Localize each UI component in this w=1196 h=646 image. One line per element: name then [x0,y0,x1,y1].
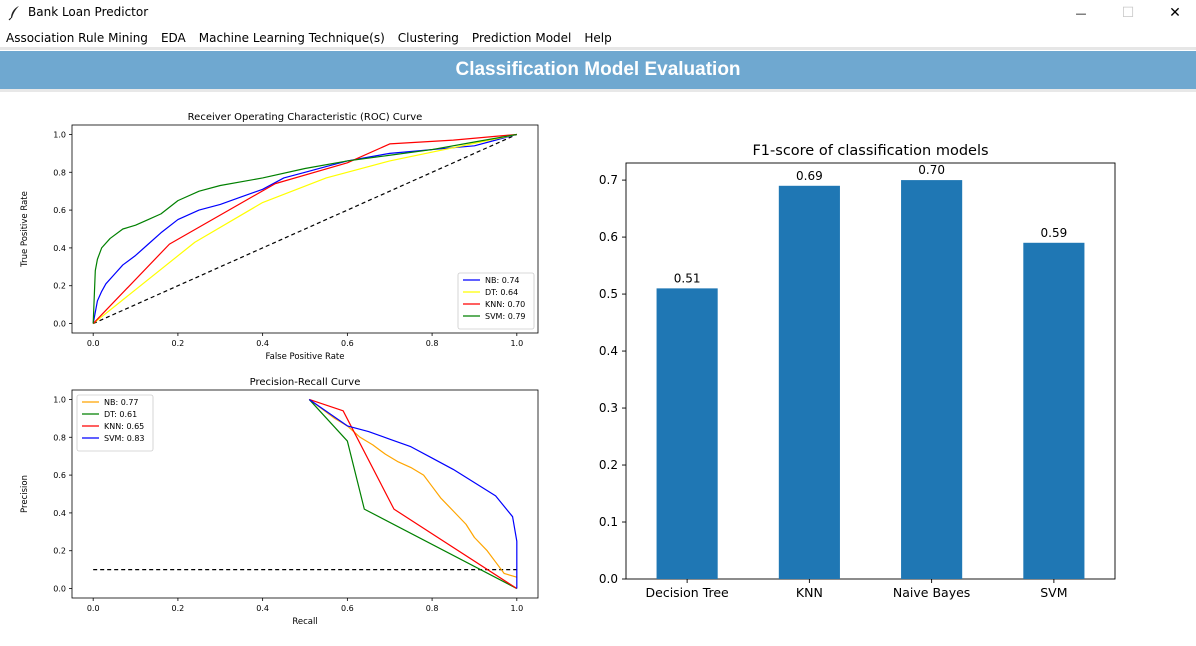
x-tick-label-2: Naive Bayes [893,585,970,600]
x-axis-label: Recall [292,617,317,627]
x-tick-label: 1.0 [510,339,523,348]
x-tick-label: 0.2 [172,339,185,348]
y-tick-label: 0.3 [599,401,618,415]
y-axis-label: True Positive Rate [20,191,30,268]
legend-label-3: SVM: 0.79 [485,312,526,321]
y-tick-label: 0.1 [599,515,618,529]
legend-label-0: NB: 0.74 [485,276,520,285]
window-title: Bank Loan Predictor [28,5,149,19]
menu-machine-learning-techniques[interactable]: Machine Learning Technique(s) [198,31,385,45]
legend-label-0: NB: 0.77 [104,398,139,407]
x-tick-label-3: SVM [1040,585,1067,600]
y-tick-label: 0.4 [53,244,66,253]
menu-bar: Association Rule Mining EDA Machine Lear… [0,28,1196,48]
page-title: Classification Model Evaluation [455,59,741,80]
x-tick-label: 0.2 [172,604,185,613]
y-tick-label: 0.2 [53,547,66,556]
series-line-0 [308,398,517,578]
series-line-3 [308,398,518,589]
y-tick-label: 0.0 [53,585,66,594]
chart-title: F1-score of classification models [752,143,988,159]
legend-label-3: SVM: 0.83 [104,434,145,443]
series-line-2 [92,133,517,324]
y-tick-label: 0.0 [53,320,66,329]
x-tick-label: 0.4 [256,604,269,613]
y-tick-label: 0.6 [53,206,66,215]
close-icon: ✕ [1169,5,1181,21]
legend-label-2: KNN: 0.65 [104,422,144,431]
x-tick-label: 0.0 [87,604,100,613]
title-bar: Bank Loan Predictor — ☐ ✕ [0,0,1196,26]
precision-recall-chart: Precision-Recall Curve 0.0 0.2 0.4 0.6 0.8 1.0… [20,377,539,627]
menu-separator [0,47,1196,50]
reference-line [92,133,518,325]
plot-frame [625,162,1116,580]
y-tick-label: 0.6 [53,471,66,480]
maximize-icon: ☐ [1121,5,1135,21]
series-line-3 [92,133,517,324]
close-button[interactable]: ✕ [1152,0,1196,26]
x-tick-label: 0.6 [341,604,354,613]
chart-title: Precision-Recall Curve [250,377,361,388]
banner-divider [0,89,1196,92]
minimize-button[interactable]: — [1058,0,1104,26]
x-tick-label: 0.8 [426,604,439,613]
series-line-1 [308,399,518,590]
f1-score-bar-chart: F1-score of classification models 0.0 0.1 0… [599,143,1116,600]
page-banner: Classification Model Evaluation [0,51,1196,89]
bar-1 [778,185,840,579]
bar-3 [1023,242,1085,579]
series-line-1 [92,133,517,325]
legend-label-2: KNN: 0.70 [485,300,525,309]
legend-label-1: DT: 0.61 [104,410,137,419]
menu-clustering[interactable]: Clustering [397,31,459,45]
legend-box [457,272,535,330]
plot-frame [71,389,539,599]
legend-box [76,394,154,452]
x-tick-label: 0.4 [256,339,269,348]
bar-value-label-1: 0.69 [796,169,823,183]
bar-value-label-2: 0.70 [918,163,945,177]
bar-value-label-3: 0.59 [1041,226,1068,240]
series-line-2 [309,398,518,590]
bar-value-label-0: 0.51 [674,271,701,285]
y-tick-label: 0.8 [53,168,66,177]
menu-prediction-model[interactable]: Prediction Model [471,31,572,45]
y-tick-label: 1.0 [53,395,66,404]
y-tick-label: 0.7 [599,173,618,187]
y-axis-label: Precision [20,475,30,513]
y-tick-label: 1.0 [53,130,66,139]
x-tick-label-0: Decision Tree [646,585,730,600]
y-tick-label: 0.2 [53,282,66,291]
y-tick-label: 0.5 [599,287,618,301]
x-tick-label: 0.6 [341,339,354,348]
y-tick-label: 0.4 [599,344,618,358]
menu-association-rule-mining[interactable]: Association Rule Mining [6,31,148,45]
plot-frame [71,124,539,334]
bar-0 [656,288,718,579]
x-tick-label-1: KNN [796,585,823,600]
y-tick-label: 0.4 [53,509,66,518]
y-tick-label: 0.8 [53,433,66,442]
y-tick-label: 0.0 [599,572,618,586]
x-tick-label: 0.8 [426,339,439,348]
x-tick-label: 0.0 [87,339,100,348]
y-tick-label: 0.6 [599,230,618,244]
x-tick-label: 1.0 [510,604,523,613]
chart-title: Receiver Operating Characteristic (ROC) … [188,112,423,123]
menu-help[interactable]: Help [584,31,612,45]
minimize-icon: — [1075,6,1087,20]
y-tick-label: 0.2 [599,458,618,472]
bar-2 [901,180,963,579]
legend-label-1: DT: 0.64 [485,288,518,297]
feather-icon [8,6,19,21]
roc-curve-chart: Receiver Operating Characteristic (ROC) … [20,112,539,362]
maximize-button[interactable]: ☐ [1105,0,1151,26]
menu-eda[interactable]: EDA [160,31,186,45]
x-axis-label: False Positive Rate [266,352,345,362]
